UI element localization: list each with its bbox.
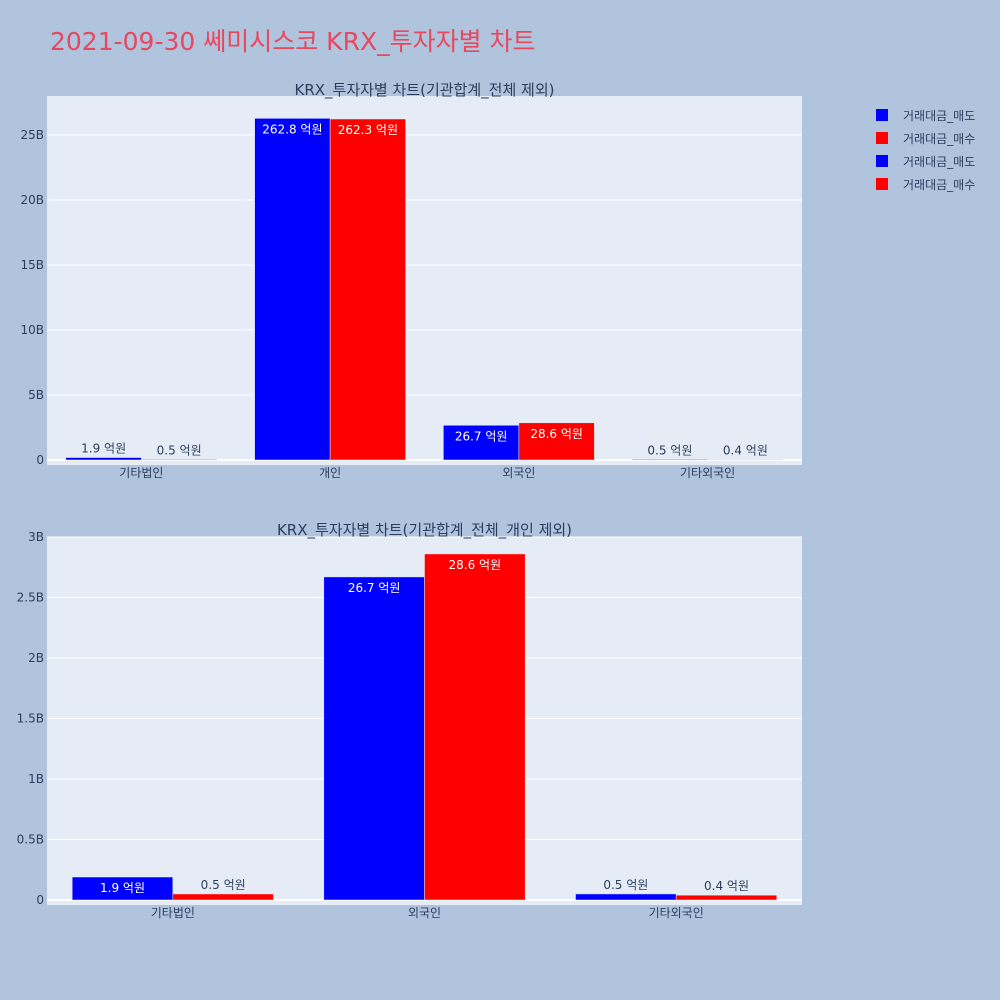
legend-swatch — [876, 132, 888, 144]
y-tick-label: 1.5B — [17, 712, 44, 726]
y-tick-label: 25B — [20, 128, 44, 142]
bar — [518, 422, 595, 461]
bar — [675, 894, 778, 901]
legend-swatch — [876, 178, 888, 190]
bar — [141, 459, 218, 461]
x-tick-label: 기타법인 — [119, 466, 163, 480]
data-label: 0.5 억원 — [157, 443, 202, 457]
chart-title: KRX_투자자별 차트(기관합계_전체 제외) — [295, 81, 555, 100]
y-tick-label: 1B — [28, 772, 44, 786]
chart-bottom: 0 0.5B 1B 1.5B 2B 2.5B 3B KRX_투자자별 차트(기관합계_전체_개… — [17, 521, 802, 920]
data-label: 1.9 억원 — [81, 442, 126, 456]
bar — [172, 893, 274, 901]
y-tick-label: 3B — [28, 530, 44, 544]
x-tick-label: 기타외국인 — [680, 466, 735, 480]
data-label: 0.5 억원 — [647, 443, 692, 457]
data-label: 0.4 억원 — [723, 443, 768, 457]
data-label: 0.5 억원 — [201, 878, 246, 892]
x-tick-label: 기타법인 — [151, 906, 195, 920]
bar — [65, 457, 142, 461]
data-label: 1.9 억원 — [100, 881, 145, 895]
bar — [329, 118, 406, 461]
y-tick-label: 0 — [36, 893, 44, 907]
bar — [323, 576, 425, 901]
data-label: 0.4 억원 — [704, 879, 749, 893]
data-label: 28.6 억원 — [449, 558, 502, 572]
y-tick-label: 10B — [20, 323, 44, 337]
x-tick-label: 개인 — [319, 466, 341, 480]
y-tick-label: 5B — [28, 388, 44, 402]
legend-label: 거래대금_매수 — [903, 132, 975, 146]
chart-top: 0 5B 10B 15B 20B 25B KRX_투자자별 차트(기관합계_전체 제외) 기타… — [20, 81, 802, 480]
data-label: 262.3 억원 — [338, 123, 398, 137]
legend-label: 거래대금_매도 — [903, 155, 975, 169]
bar — [424, 553, 526, 901]
legend-swatch — [876, 155, 888, 167]
bar — [575, 893, 677, 901]
y-tick-label: 2B — [28, 651, 44, 665]
chart-title: KRX_투자자별 차트(기관합계_전체_개인 제외) — [277, 521, 572, 540]
page-title: 2021-09-30 쎄미시스코 KRX_투자자별 차트 — [50, 27, 536, 56]
x-tick-label: 외국인 — [502, 466, 535, 480]
y-tick-label: 2.5B — [17, 591, 44, 605]
bar — [71, 876, 174, 901]
x-tick-label: 기타외국인 — [649, 906, 704, 920]
legend-swatch — [876, 109, 888, 121]
data-label: 26.7 억원 — [455, 429, 508, 443]
y-tick-label: 0 — [36, 453, 44, 467]
data-label: 262.8 억원 — [262, 122, 322, 136]
bar — [707, 459, 784, 461]
plot-area — [47, 96, 802, 465]
data-label: 28.6 억원 — [530, 427, 583, 441]
legend-label: 거래대금_매도 — [903, 109, 975, 123]
y-tick-label: 20B — [20, 193, 44, 207]
y-tick-label: 15B — [20, 258, 44, 272]
bar — [254, 118, 331, 461]
bar — [631, 459, 708, 461]
y-tick-label: 0.5B — [17, 833, 44, 847]
legend-label: 거래대금_매수 — [903, 178, 975, 192]
x-tick-label: 외국인 — [408, 906, 441, 920]
data-label: 26.7 억원 — [348, 581, 401, 595]
data-label: 0.5 억원 — [603, 878, 648, 892]
